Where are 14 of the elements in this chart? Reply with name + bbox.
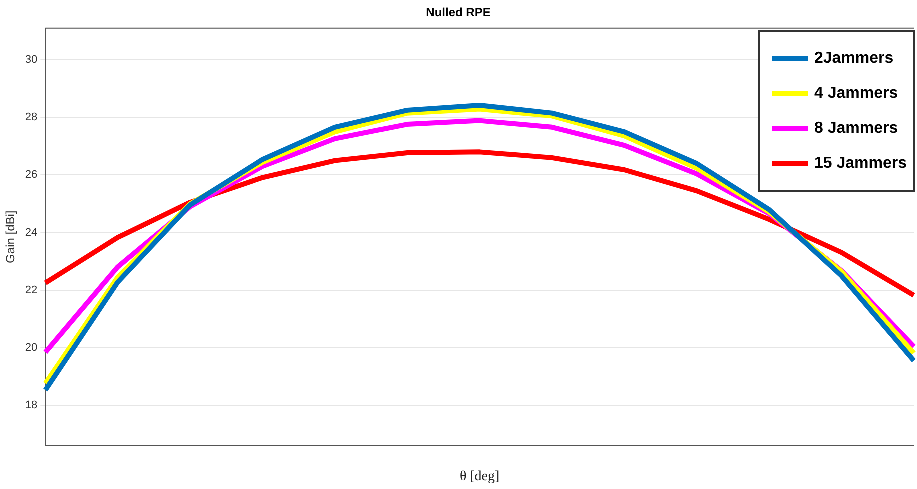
- legend-label: 4 Jammers: [814, 84, 898, 102]
- legend-label: 15 Jammers: [814, 154, 907, 172]
- legend-label: 8 Jammers: [814, 120, 898, 138]
- y-tick-label: 26: [25, 169, 38, 182]
- y-tick-label: 30: [25, 54, 38, 66]
- legend-label: 2Jammers: [814, 50, 894, 68]
- x-axis-title: θ [deg]: [460, 469, 500, 484]
- chart-title: Nulled RPE: [426, 6, 491, 20]
- y-tick-label: 22: [25, 284, 38, 296]
- y-tick-label: 24: [25, 226, 38, 239]
- y-tick-label: 28: [25, 112, 38, 124]
- y-tick-label: 18: [25, 400, 38, 412]
- y-tick-label: 20: [25, 342, 38, 354]
- y-axis-title: Gain [dBi]: [4, 210, 18, 264]
